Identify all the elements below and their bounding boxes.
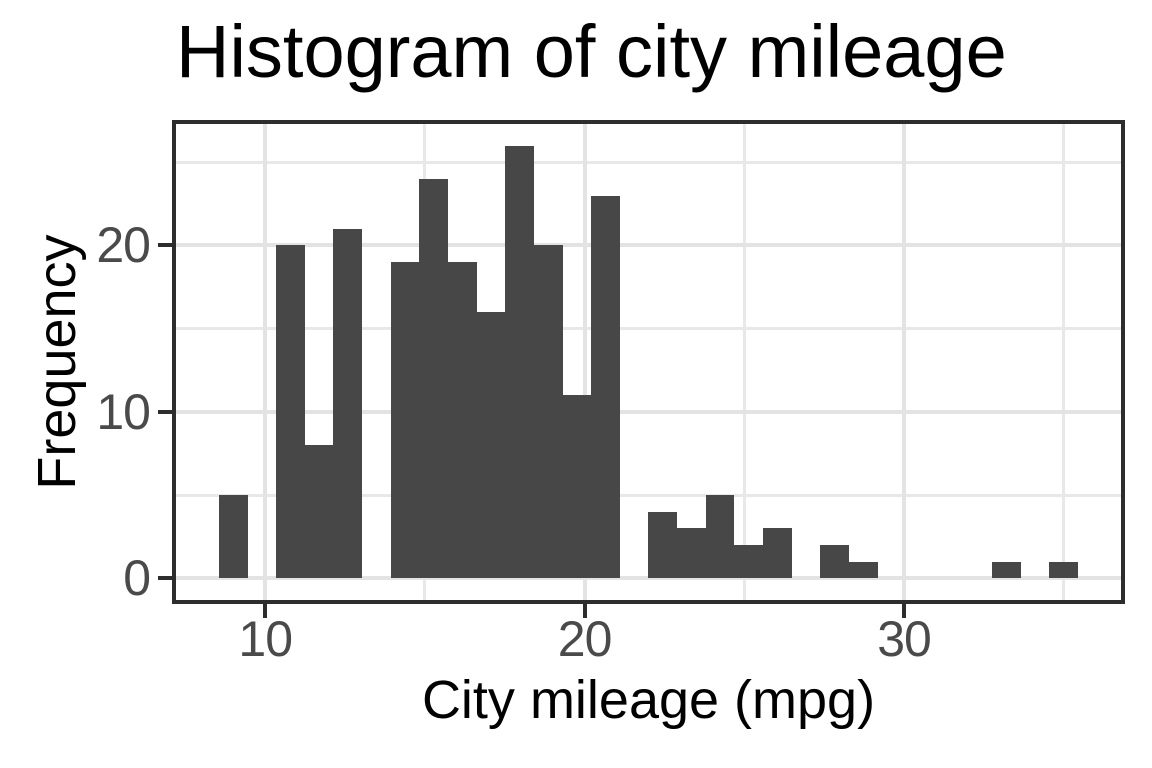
gridline-x-minor (1062, 124, 1066, 600)
x-tick-mark (263, 604, 268, 618)
histogram-bar (677, 528, 706, 579)
x-tick-label: 30 (877, 611, 932, 667)
histogram-bar (820, 545, 849, 579)
gridline-y-major (176, 409, 1121, 414)
histogram-bar (419, 178, 449, 579)
histogram-bar (648, 511, 678, 579)
y-tick-label: 10 (96, 383, 151, 440)
gridline-x-major (582, 124, 587, 600)
gridline-y-minor (176, 493, 1121, 497)
histogram-bar (476, 312, 506, 579)
x-tick-mark (582, 604, 587, 618)
histogram-bar (533, 245, 563, 579)
x-tick-mark (902, 604, 907, 618)
histogram-bar (276, 245, 305, 579)
histogram-bar (848, 561, 878, 579)
histogram-bar (992, 561, 1021, 579)
histogram-bar (390, 262, 420, 579)
histogram-bar (333, 228, 363, 579)
gridline-y-major (176, 576, 1121, 581)
histogram-bar (591, 195, 620, 579)
x-axis-title: City mileage (mpg) (421, 670, 876, 730)
gridline-y-minor (176, 327, 1121, 331)
y-tick-label: 20 (96, 217, 151, 274)
histogram-bar (448, 262, 477, 579)
gridline-x-minor (742, 124, 746, 600)
y-tick-mark (158, 243, 172, 248)
y-tick-mark (158, 409, 172, 414)
histogram-bar (304, 445, 334, 579)
y-tick-mark (158, 576, 172, 581)
gridline-x-major (263, 124, 268, 600)
gridline-x-major (902, 124, 907, 600)
histogram-bar (218, 495, 248, 579)
histogram-bar (734, 545, 764, 579)
x-tick-label: 10 (238, 611, 293, 667)
histogram-bar (505, 145, 534, 579)
y-tick-label: 0 (123, 550, 151, 607)
histogram-bar (763, 528, 792, 579)
gridline-y-major (176, 243, 1121, 248)
chart-title: Histogram of city mileage (176, 10, 1007, 93)
histogram-bar (705, 495, 735, 579)
histogram-bar (1049, 561, 1079, 579)
x-tick-label: 20 (557, 611, 613, 667)
histogram-bar (562, 395, 592, 579)
gridline-y-minor (176, 160, 1121, 164)
plot-panel (172, 120, 1125, 604)
